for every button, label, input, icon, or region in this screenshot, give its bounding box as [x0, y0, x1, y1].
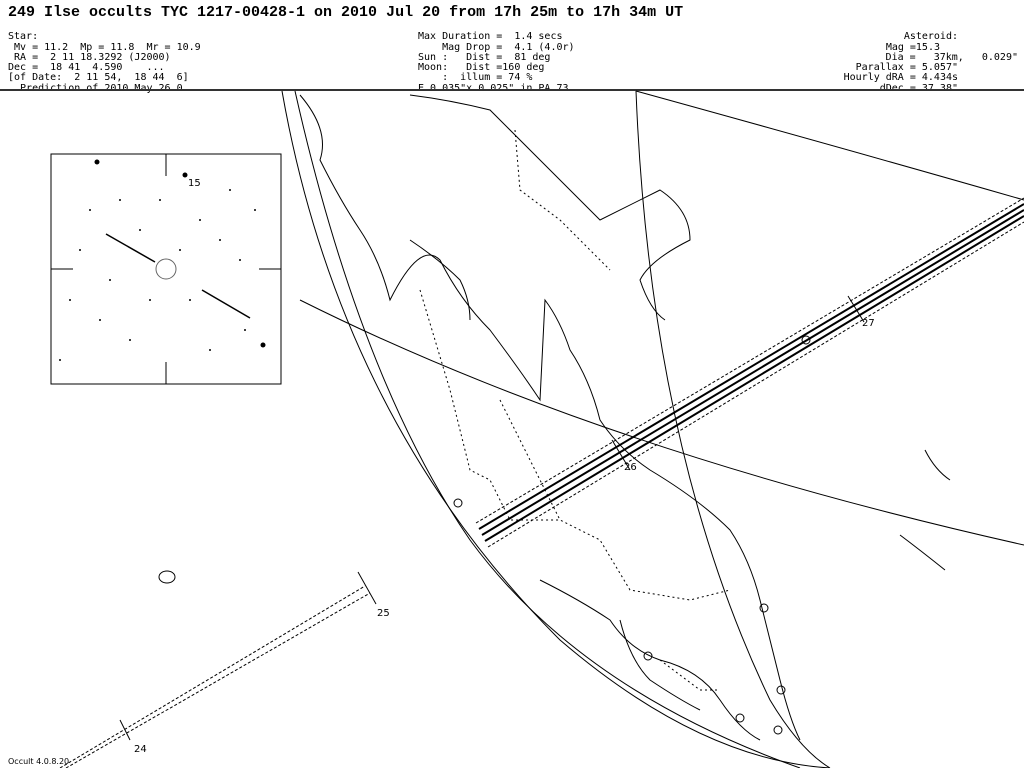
- coastlines: [299, 94, 951, 741]
- asteroid-line: Asteroid:: [903, 31, 958, 43]
- stars: [59, 159, 266, 361]
- event-line: Sun : Dist = 81 deg: [418, 51, 551, 63]
- star-line: RA = 2 11 18.3292 (J2000): [8, 51, 171, 63]
- header-divider: [0, 89, 1024, 91]
- star-info: Star: Mv = 11.2 Mp = 11.8 Mr = 10.9 RA =…: [8, 22, 201, 104]
- asteroid-info: Asteroid: Mag =15.3 Dia = 37km, 0.029" Para…: [844, 22, 1018, 104]
- software-version: Occult 4.0.8.20: [8, 757, 70, 766]
- asteroid-line: Dia = 37km, 0.029": [885, 51, 1018, 63]
- shadow-path: [59, 197, 1024, 768]
- star-line: Dec = 18 41 4.590 ...: [8, 62, 165, 74]
- star-line: Mv = 11.2 Mp = 11.8 Mr = 10.9: [8, 41, 201, 53]
- time-label: 27: [862, 318, 875, 329]
- asteroid-line: Hourly dRA = 4.434s: [843, 72, 958, 84]
- time-label: 25: [377, 608, 390, 619]
- star-line: Prediction of 2010 May 26.0: [8, 83, 201, 94]
- prediction-title: 249 Ilse occults TYC 1217-00428-1 on 201…: [8, 4, 684, 21]
- time-label: 24: [134, 744, 147, 755]
- event-line: : illum = 74 %: [418, 72, 533, 84]
- star-line: Star:: [8, 31, 39, 43]
- event-line: Moon: Dist =160 deg: [418, 62, 545, 74]
- event-line: Max Duration = 1.4 secs: [418, 31, 563, 43]
- event-info: Max Duration = 1.4 secs Mag Drop = 4.1 (…: [418, 22, 575, 104]
- star-chart-inset: 15: [50, 153, 282, 385]
- time-label: 26: [624, 462, 637, 473]
- city-markers: [453, 335, 811, 735]
- asteroid-line: dDec = 37.38": [844, 83, 1018, 94]
- moon-marker: [158, 570, 176, 584]
- event-line: Mag Drop = 4.1 (4.0r): [418, 41, 575, 53]
- borders: [419, 129, 731, 691]
- event-line: E 0.035"x 0.025" in PA 73: [418, 83, 575, 94]
- time-ticks: [119, 295, 865, 741]
- asteroid-line: Parallax = 5.057": [855, 62, 958, 74]
- earth-limb: [281, 90, 1024, 768]
- star-label: 15: [188, 178, 201, 189]
- star-line: [of Date: 2 11 54, 18 44 6]: [8, 72, 189, 84]
- asteroid-line: Mag =15.3: [885, 41, 940, 53]
